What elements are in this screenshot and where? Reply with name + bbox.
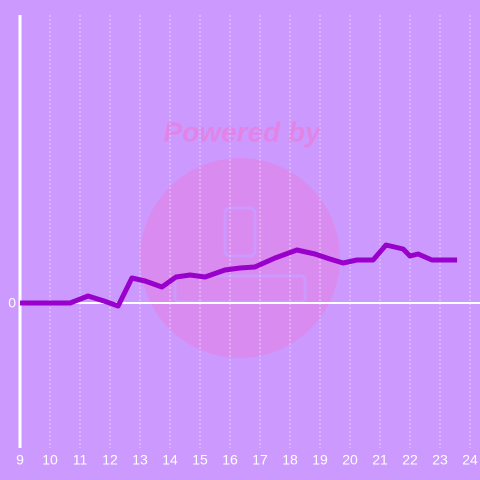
x-tick-label: 11 (73, 452, 88, 468)
x-tick-label: 14 (162, 452, 178, 468)
x-tick-label: 24 (462, 452, 478, 468)
x-tick-label: 13 (132, 452, 148, 468)
x-tick-label: 12 (102, 452, 118, 468)
x-tick-label: 20 (342, 452, 358, 468)
x-tick-label: 19 (312, 452, 328, 468)
x-tick-label: 16 (222, 452, 238, 468)
x-tick-label: 22 (402, 452, 418, 468)
x-tick-label: 9 (16, 452, 24, 468)
y-tick-label: 0 (8, 295, 16, 311)
x-tick-label: 23 (432, 452, 448, 468)
x-tick-label: 15 (192, 452, 208, 468)
watermark-text: Powered by (163, 116, 322, 147)
line (20, 242, 458, 309)
x-tick-label: 17 (252, 452, 268, 468)
x-tick-label: 10 (42, 452, 58, 468)
x-tick-label: 18 (282, 452, 298, 468)
x-tick-label: 21 (372, 452, 388, 468)
